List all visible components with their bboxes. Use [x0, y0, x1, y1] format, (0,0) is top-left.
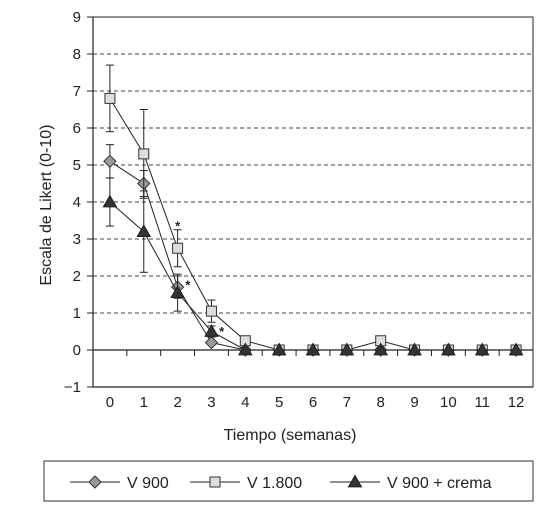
data-point — [508, 342, 524, 356]
x-tick-label: 10 — [440, 394, 457, 411]
x-tick-label: 12 — [508, 394, 525, 411]
y-tick-label: −1 — [64, 379, 81, 396]
data-point — [104, 92, 116, 104]
series-line — [109, 160, 517, 351]
series-group — [102, 64, 524, 357]
series-1 — [103, 144, 523, 357]
data-point — [204, 335, 219, 350]
data-point — [271, 342, 287, 356]
data-point — [441, 342, 456, 356]
legend-marker — [347, 474, 363, 488]
data-point — [407, 342, 422, 356]
legend-item-3: V 900 + crema — [330, 474, 492, 492]
legend-label: V 900 + crema — [387, 475, 492, 492]
x-tick-label: 8 — [377, 394, 385, 411]
grid-lines — [93, 16, 533, 314]
x-tick-label: 9 — [410, 394, 418, 411]
data-point — [205, 305, 217, 317]
x-tick-label: 4 — [241, 394, 249, 411]
legend-label: V 900 — [127, 475, 169, 492]
x-tick-label: 1 — [140, 394, 148, 411]
legend-item-1: V 900 — [70, 475, 169, 492]
data-point — [103, 154, 117, 169]
y-tick-label: 9 — [73, 9, 81, 26]
series-2 — [104, 64, 522, 356]
x-tick-label: 6 — [309, 394, 317, 411]
legend-marker — [209, 476, 221, 488]
legend-label: V 1.800 — [247, 475, 302, 492]
annotations: * * * — [175, 218, 225, 338]
significance-mark: * — [219, 324, 225, 339]
data-point — [138, 148, 150, 160]
series-3 — [102, 177, 524, 356]
y-tick-label: 3 — [73, 231, 81, 248]
legend-marker — [88, 475, 102, 489]
y-tick-label: 8 — [73, 46, 81, 63]
x-tick-label: 0 — [106, 394, 114, 411]
y-tick-label: 1 — [73, 305, 81, 322]
y-tick-label: 7 — [73, 83, 81, 100]
y-tick-label: 6 — [73, 120, 81, 137]
data-point — [474, 342, 490, 356]
data-point — [102, 194, 118, 208]
legend-item-2: V 1.800 — [190, 475, 302, 492]
data-point — [305, 342, 321, 356]
y-tick-label: 0 — [73, 342, 81, 359]
y-tick-label: 5 — [73, 157, 81, 174]
x-axis-title: Tiempo (semanas) — [224, 427, 357, 444]
x-tick-label: 2 — [173, 394, 181, 411]
y-axis-title: Escala de Likert (0-10) — [38, 125, 55, 286]
y-tick-label: 4 — [73, 194, 81, 211]
legend-box — [43, 460, 534, 502]
significance-mark: * — [175, 218, 181, 233]
y-tick-label: 2 — [73, 268, 81, 285]
x-tick-label: 11 — [474, 394, 490, 411]
x-tick-label: 5 — [275, 394, 283, 411]
data-point — [237, 342, 253, 356]
data-point — [172, 242, 184, 254]
data-point — [170, 285, 185, 299]
legend: V 900 V 1.800 V 900 + crema — [43, 460, 534, 502]
data-point — [339, 342, 355, 356]
x-tick-label: 7 — [343, 394, 351, 411]
x-tick-label: 3 — [207, 394, 215, 411]
data-point — [136, 224, 152, 237]
data-point — [373, 342, 389, 356]
significance-mark: * — [185, 278, 191, 293]
data-point — [204, 323, 219, 337]
series-line — [109, 98, 517, 351]
